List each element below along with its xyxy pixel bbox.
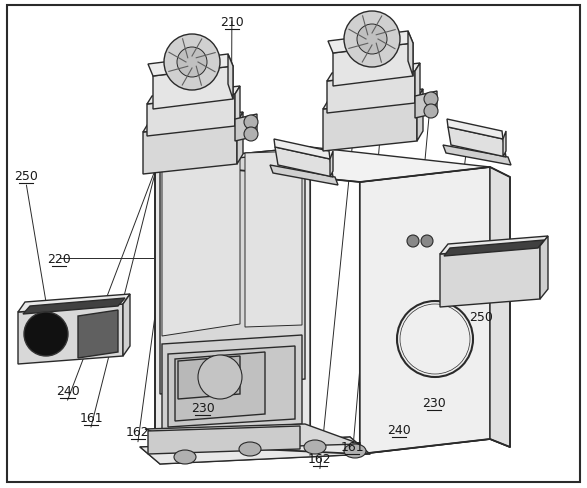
Polygon shape xyxy=(78,310,118,358)
Circle shape xyxy=(164,35,220,91)
Polygon shape xyxy=(162,155,240,336)
Polygon shape xyxy=(447,120,503,140)
Text: 162: 162 xyxy=(308,452,332,465)
Polygon shape xyxy=(360,168,490,454)
Polygon shape xyxy=(168,346,295,427)
Polygon shape xyxy=(235,87,240,127)
Ellipse shape xyxy=(344,444,366,458)
Text: 250: 250 xyxy=(470,311,493,324)
Circle shape xyxy=(244,116,258,130)
Polygon shape xyxy=(440,246,540,307)
Polygon shape xyxy=(23,298,125,314)
Circle shape xyxy=(177,48,207,78)
Polygon shape xyxy=(145,424,360,449)
Polygon shape xyxy=(235,115,257,142)
Polygon shape xyxy=(245,152,302,327)
Ellipse shape xyxy=(304,440,326,454)
Polygon shape xyxy=(162,335,302,433)
Polygon shape xyxy=(330,152,333,178)
Polygon shape xyxy=(443,146,511,165)
Text: 240: 240 xyxy=(56,384,79,397)
Polygon shape xyxy=(444,241,544,257)
Ellipse shape xyxy=(174,450,196,464)
Circle shape xyxy=(24,312,68,356)
Text: 161: 161 xyxy=(79,411,103,424)
Circle shape xyxy=(421,236,433,247)
Polygon shape xyxy=(540,237,548,299)
Polygon shape xyxy=(328,32,413,54)
Polygon shape xyxy=(327,72,415,114)
Polygon shape xyxy=(323,100,417,152)
Polygon shape xyxy=(123,294,130,356)
Polygon shape xyxy=(147,95,235,137)
Circle shape xyxy=(198,355,242,399)
Polygon shape xyxy=(175,352,265,421)
Polygon shape xyxy=(503,132,506,158)
Text: 250: 250 xyxy=(15,169,38,182)
Circle shape xyxy=(344,12,400,68)
Polygon shape xyxy=(448,128,506,158)
Polygon shape xyxy=(415,64,420,104)
Text: 230: 230 xyxy=(423,396,446,409)
Polygon shape xyxy=(323,90,423,110)
Ellipse shape xyxy=(239,442,261,456)
Polygon shape xyxy=(408,32,413,77)
Polygon shape xyxy=(155,148,310,444)
Polygon shape xyxy=(140,437,370,464)
Polygon shape xyxy=(274,140,330,160)
Circle shape xyxy=(407,236,419,247)
Polygon shape xyxy=(415,92,437,119)
Text: 230: 230 xyxy=(191,401,214,414)
Polygon shape xyxy=(327,64,420,82)
Polygon shape xyxy=(18,305,123,364)
Polygon shape xyxy=(237,113,243,164)
Polygon shape xyxy=(148,426,300,454)
Polygon shape xyxy=(148,55,233,77)
Polygon shape xyxy=(143,123,237,175)
Polygon shape xyxy=(143,113,243,133)
Circle shape xyxy=(244,128,258,142)
Polygon shape xyxy=(333,44,413,87)
Polygon shape xyxy=(440,237,548,254)
Text: 210: 210 xyxy=(220,16,244,28)
Text: 240: 240 xyxy=(387,423,411,436)
Polygon shape xyxy=(490,168,510,447)
Polygon shape xyxy=(275,148,333,178)
Polygon shape xyxy=(160,152,305,394)
Polygon shape xyxy=(178,356,240,399)
Text: 220: 220 xyxy=(47,252,70,265)
Circle shape xyxy=(357,25,387,55)
Polygon shape xyxy=(18,294,130,312)
Text: 161: 161 xyxy=(340,440,364,453)
Polygon shape xyxy=(417,90,423,142)
Polygon shape xyxy=(270,165,338,185)
Circle shape xyxy=(424,93,438,107)
Text: 162: 162 xyxy=(126,426,150,438)
Polygon shape xyxy=(155,148,490,183)
Circle shape xyxy=(424,105,438,119)
Polygon shape xyxy=(147,87,240,105)
Polygon shape xyxy=(153,67,233,110)
Polygon shape xyxy=(228,55,233,100)
